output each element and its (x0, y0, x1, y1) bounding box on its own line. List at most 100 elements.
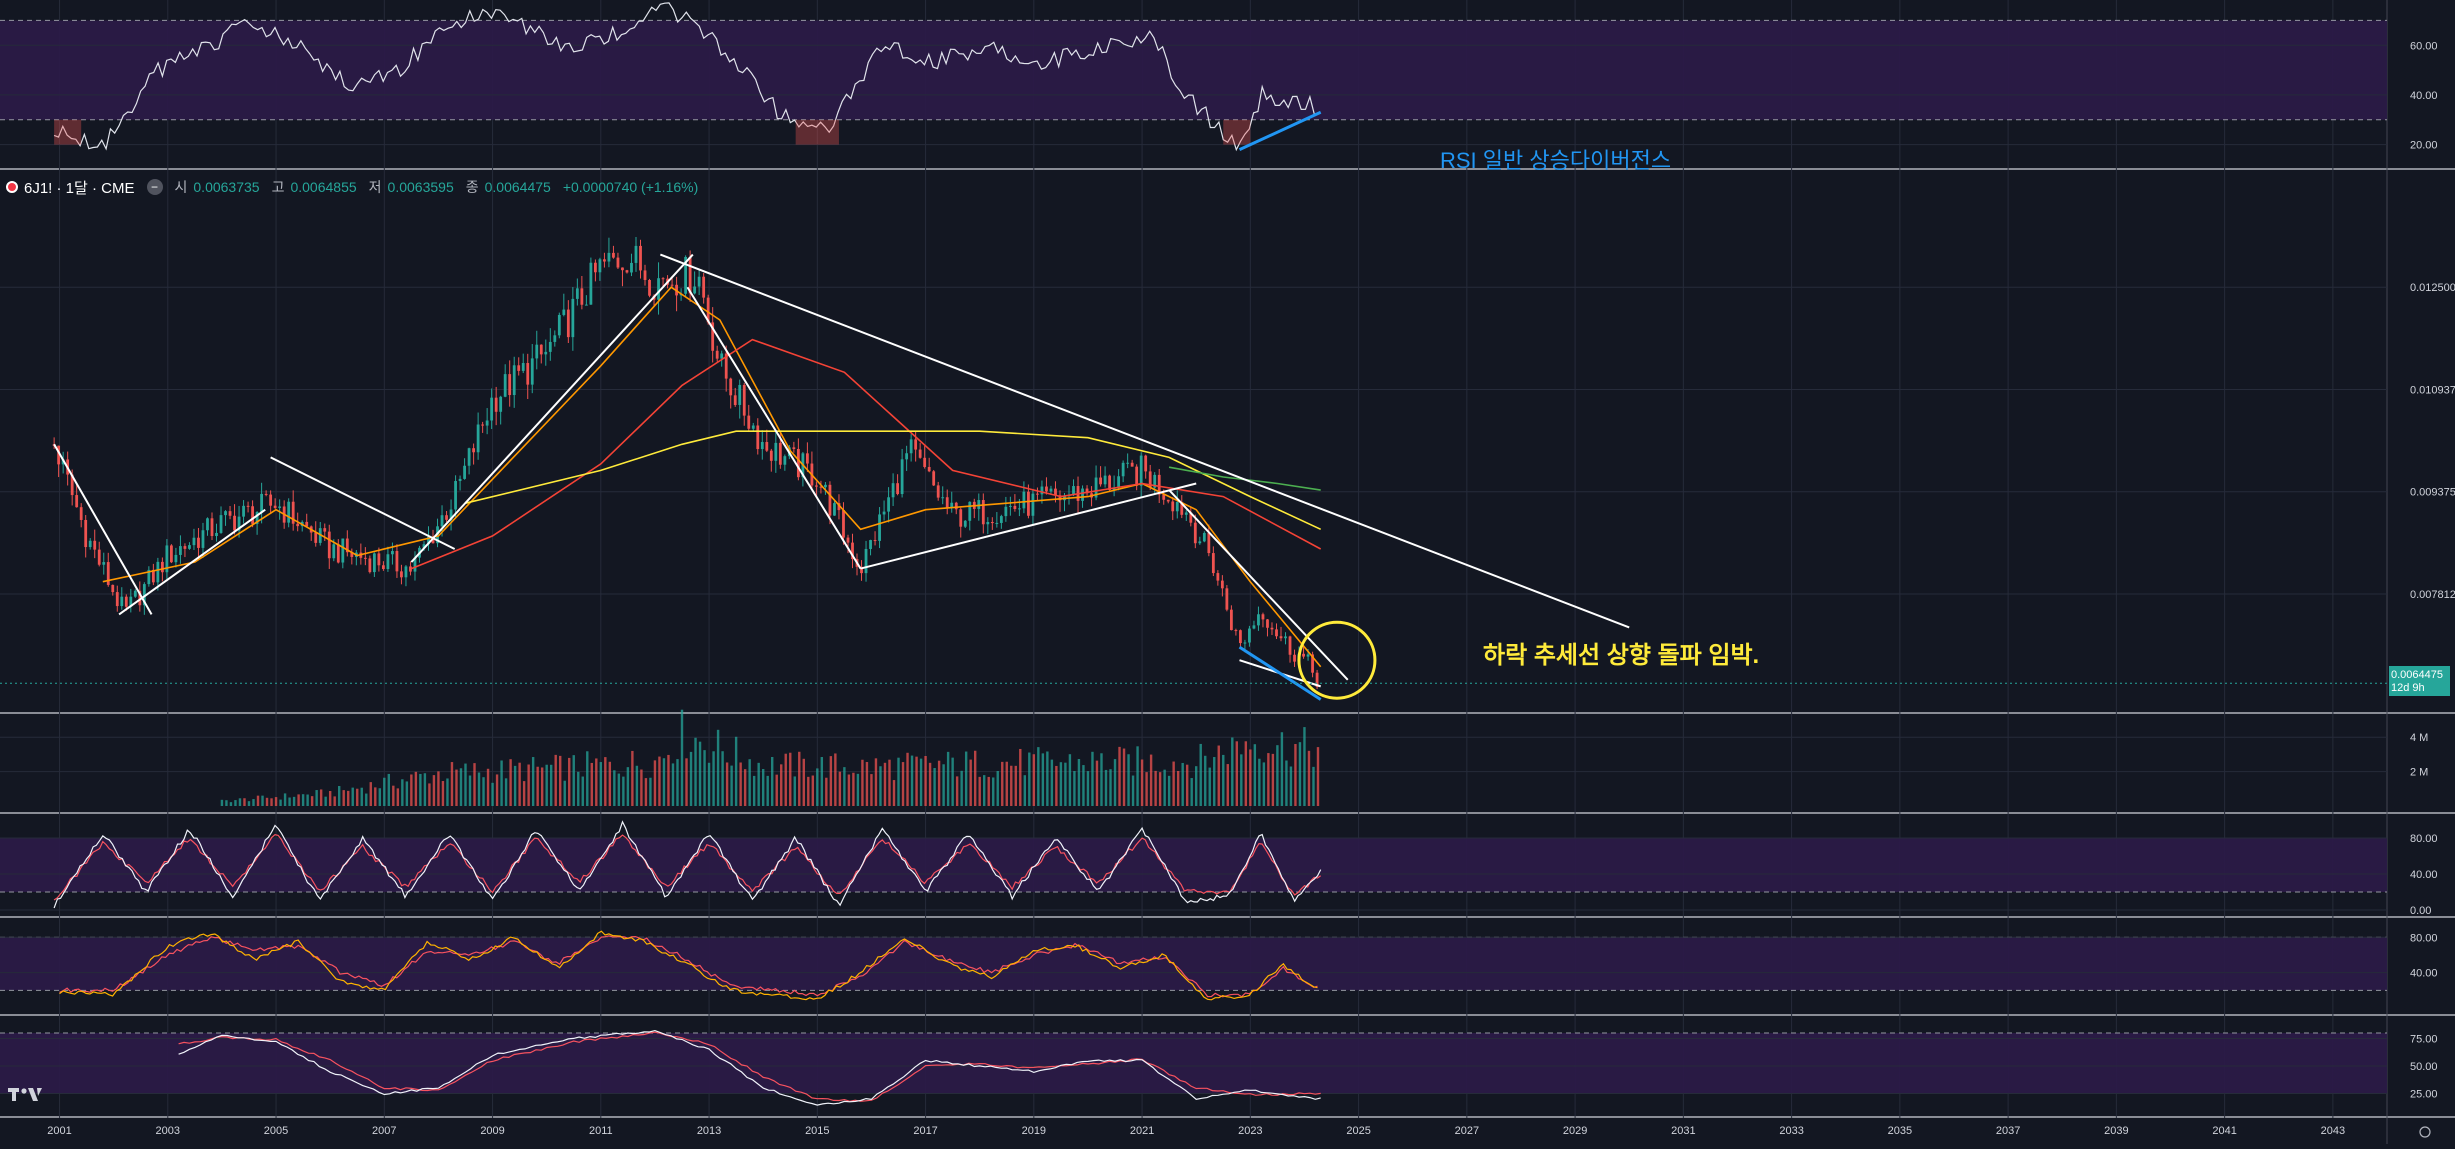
volume-bar (852, 772, 855, 806)
low-value: 0.0063595 (387, 179, 454, 195)
volume-bar (1199, 743, 1202, 806)
volume-bar (644, 778, 648, 806)
candle-body (377, 553, 381, 566)
symbol-legend[interactable]: 6J1! · 1달 · CME − 시 0.0063735 고 0.0064855 … (6, 176, 698, 198)
candle-body (837, 503, 841, 511)
candle-body (508, 374, 512, 396)
change-value: +0.0000740 (+1.16%) (562, 179, 699, 195)
volume-bar (712, 751, 715, 806)
candle-body (363, 557, 367, 559)
candle-body (219, 515, 223, 533)
volume-bar (234, 800, 237, 806)
volume-bar (306, 794, 309, 806)
candle-body (111, 584, 115, 593)
candle-body (909, 439, 913, 454)
volume-bars-group (220, 709, 1320, 806)
candle-body (697, 276, 701, 287)
candle-body (1144, 455, 1148, 472)
candle-body (1171, 501, 1175, 512)
volume-bar (509, 759, 512, 806)
volume-bar (315, 790, 318, 806)
candle-body (657, 278, 660, 300)
candle-body (133, 590, 137, 597)
rsi-divergence-annotation[interactable]: RSI 일반 상승다이버전스 (1440, 148, 1672, 173)
candle-body (1220, 580, 1224, 589)
volume-bar (243, 798, 246, 806)
candle-body (756, 425, 760, 450)
volume-bar (392, 785, 395, 806)
volume-bar (919, 758, 923, 806)
x-tick-label: 2043 (2321, 1125, 2345, 1137)
candle-body (828, 484, 832, 516)
breakout-annotation[interactable]: 하락 추세선 상향 돌파 임박. (1483, 642, 1760, 669)
volume-bar (775, 774, 778, 806)
trendline (53, 443, 153, 615)
open-label: 시 (174, 179, 188, 195)
candle-body (264, 493, 268, 495)
candle-body (422, 544, 426, 548)
volume-bar (604, 757, 607, 806)
collapse-icon[interactable]: − (146, 179, 163, 195)
x-tick-label: 2039 (2104, 1125, 2128, 1137)
candle-body (517, 365, 521, 371)
volume-bar (365, 793, 368, 806)
volume-bar (559, 755, 562, 806)
volume-bar (680, 709, 684, 806)
candle-body (715, 350, 719, 359)
candle-body (291, 501, 295, 524)
volume-bar (1294, 744, 1297, 806)
candle-body (255, 512, 259, 524)
candle-body (589, 262, 593, 305)
last-price-badge: 0.0064475 12d 9h (2389, 666, 2450, 696)
volume-bar (739, 762, 742, 806)
volume-bar (1041, 753, 1045, 806)
candle-body (115, 592, 119, 607)
moving-average-line (465, 430, 1322, 531)
candle-body (427, 536, 430, 545)
candle-body (535, 344, 539, 359)
candle-body (738, 384, 742, 405)
volume-bar (780, 764, 783, 806)
candle-body (914, 439, 918, 450)
candle-body (887, 497, 890, 512)
candle-body (571, 298, 575, 338)
candle-body (999, 516, 1003, 523)
candle-body (643, 270, 647, 280)
candle-body (485, 420, 489, 426)
settings-icon[interactable] (2419, 1126, 2431, 1138)
volume-bar (725, 762, 729, 806)
tradingview-logo-icon[interactable] (8, 1084, 42, 1104)
symbol-name[interactable]: 6J1! · 1달 · CME (24, 179, 135, 197)
candle-body (891, 483, 895, 498)
candle-body (183, 546, 187, 549)
candle-body (246, 505, 250, 507)
stoch1-y-tick-label: 0.00 (2410, 905, 2431, 917)
candle-body (733, 395, 737, 405)
volume-bar (1303, 727, 1306, 806)
candle-body (580, 288, 584, 305)
candle-body (1311, 654, 1314, 673)
trendline (860, 482, 1197, 570)
candle-body (269, 494, 273, 506)
volume-bar (419, 773, 422, 806)
volume-bar (856, 773, 860, 806)
candle-body (932, 471, 936, 486)
candle-body (1284, 636, 1287, 639)
volume-bar (667, 754, 670, 806)
candle-body (142, 584, 146, 606)
candle-body (977, 500, 981, 509)
candle-body (1184, 512, 1188, 515)
candle-body (1243, 642, 1247, 644)
volume-bar (1109, 769, 1112, 806)
x-tick-label: 2037 (1996, 1125, 2020, 1137)
volume-bar (342, 790, 345, 806)
volume-bar (1244, 741, 1248, 806)
stoch2-y-tick-label: 40.00 (2410, 968, 2438, 980)
candle-body (1121, 462, 1125, 477)
rsi-line (53, 2, 1315, 152)
volume-bar (1271, 753, 1275, 806)
volume-bar (337, 786, 341, 806)
candle-body (440, 515, 444, 527)
